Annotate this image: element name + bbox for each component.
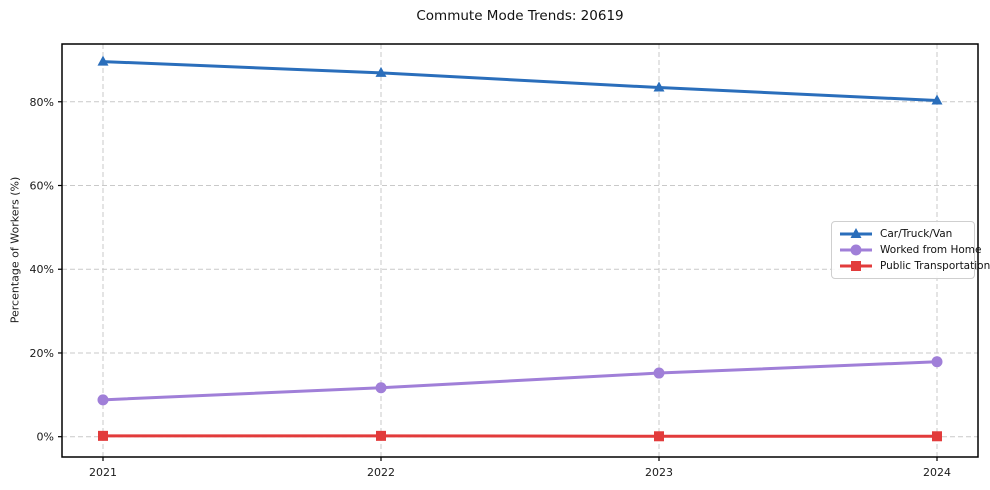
square-marker-icon: [376, 430, 386, 441]
triangle-marker-icon: [375, 66, 387, 77]
circle-marker-icon: [375, 382, 387, 394]
plot-frame: [61, 43, 979, 458]
legend-label: Worked from Home: [880, 244, 982, 256]
chart-title: Commute Mode Trends: 20619: [416, 8, 624, 24]
square-marker-icon: [98, 430, 108, 441]
y-tick-label: 60%: [30, 180, 54, 193]
circle-marker-icon: [653, 367, 665, 379]
triangle-marker-icon: [97, 55, 109, 66]
y-axis-label: Percentage of Workers (%): [8, 176, 22, 324]
series-line: [101, 360, 939, 402]
legend-line-sample: [840, 228, 872, 238]
square-marker-icon: [654, 431, 664, 442]
triangle-marker-icon: [850, 228, 862, 238]
triangle-marker-icon: [653, 81, 665, 92]
y-tick-label: 20%: [30, 347, 54, 360]
legend-line-sample: [840, 244, 872, 256]
series-line: [101, 60, 939, 103]
y-tick-label: 0%: [37, 431, 54, 444]
x-tick-label: 2024: [923, 466, 951, 479]
y-tick-label: 80%: [30, 96, 54, 109]
legend-label: Public Transportation: [880, 260, 990, 272]
square-marker-icon: [851, 261, 861, 271]
triangle-marker-icon: [931, 94, 943, 105]
x-tick-label: 2021: [89, 466, 117, 479]
circle-marker-icon: [931, 356, 943, 368]
y-tick-label: 40%: [30, 263, 54, 276]
legend-entry: Worked from Home: [839, 243, 981, 257]
series-public-transportation: [98, 430, 942, 442]
x-tick-label: 2023: [645, 466, 673, 479]
legend-entry: Car/Truck/Van: [839, 227, 967, 241]
legend-entry: Public Transportation: [839, 259, 990, 273]
series-worked-from-home: [97, 356, 943, 406]
series-car-truck-van: [97, 55, 943, 105]
legend-line-sample: [840, 261, 872, 271]
x-tick-label: 2022: [367, 466, 395, 479]
legend: Car/Truck/Van Worked from Home Public Tr…: [831, 221, 990, 279]
circle-marker-icon: [97, 394, 109, 406]
square-marker-icon: [932, 431, 942, 442]
legend-label: Car/Truck/Van: [880, 228, 953, 240]
circle-marker-icon: [850, 244, 862, 256]
